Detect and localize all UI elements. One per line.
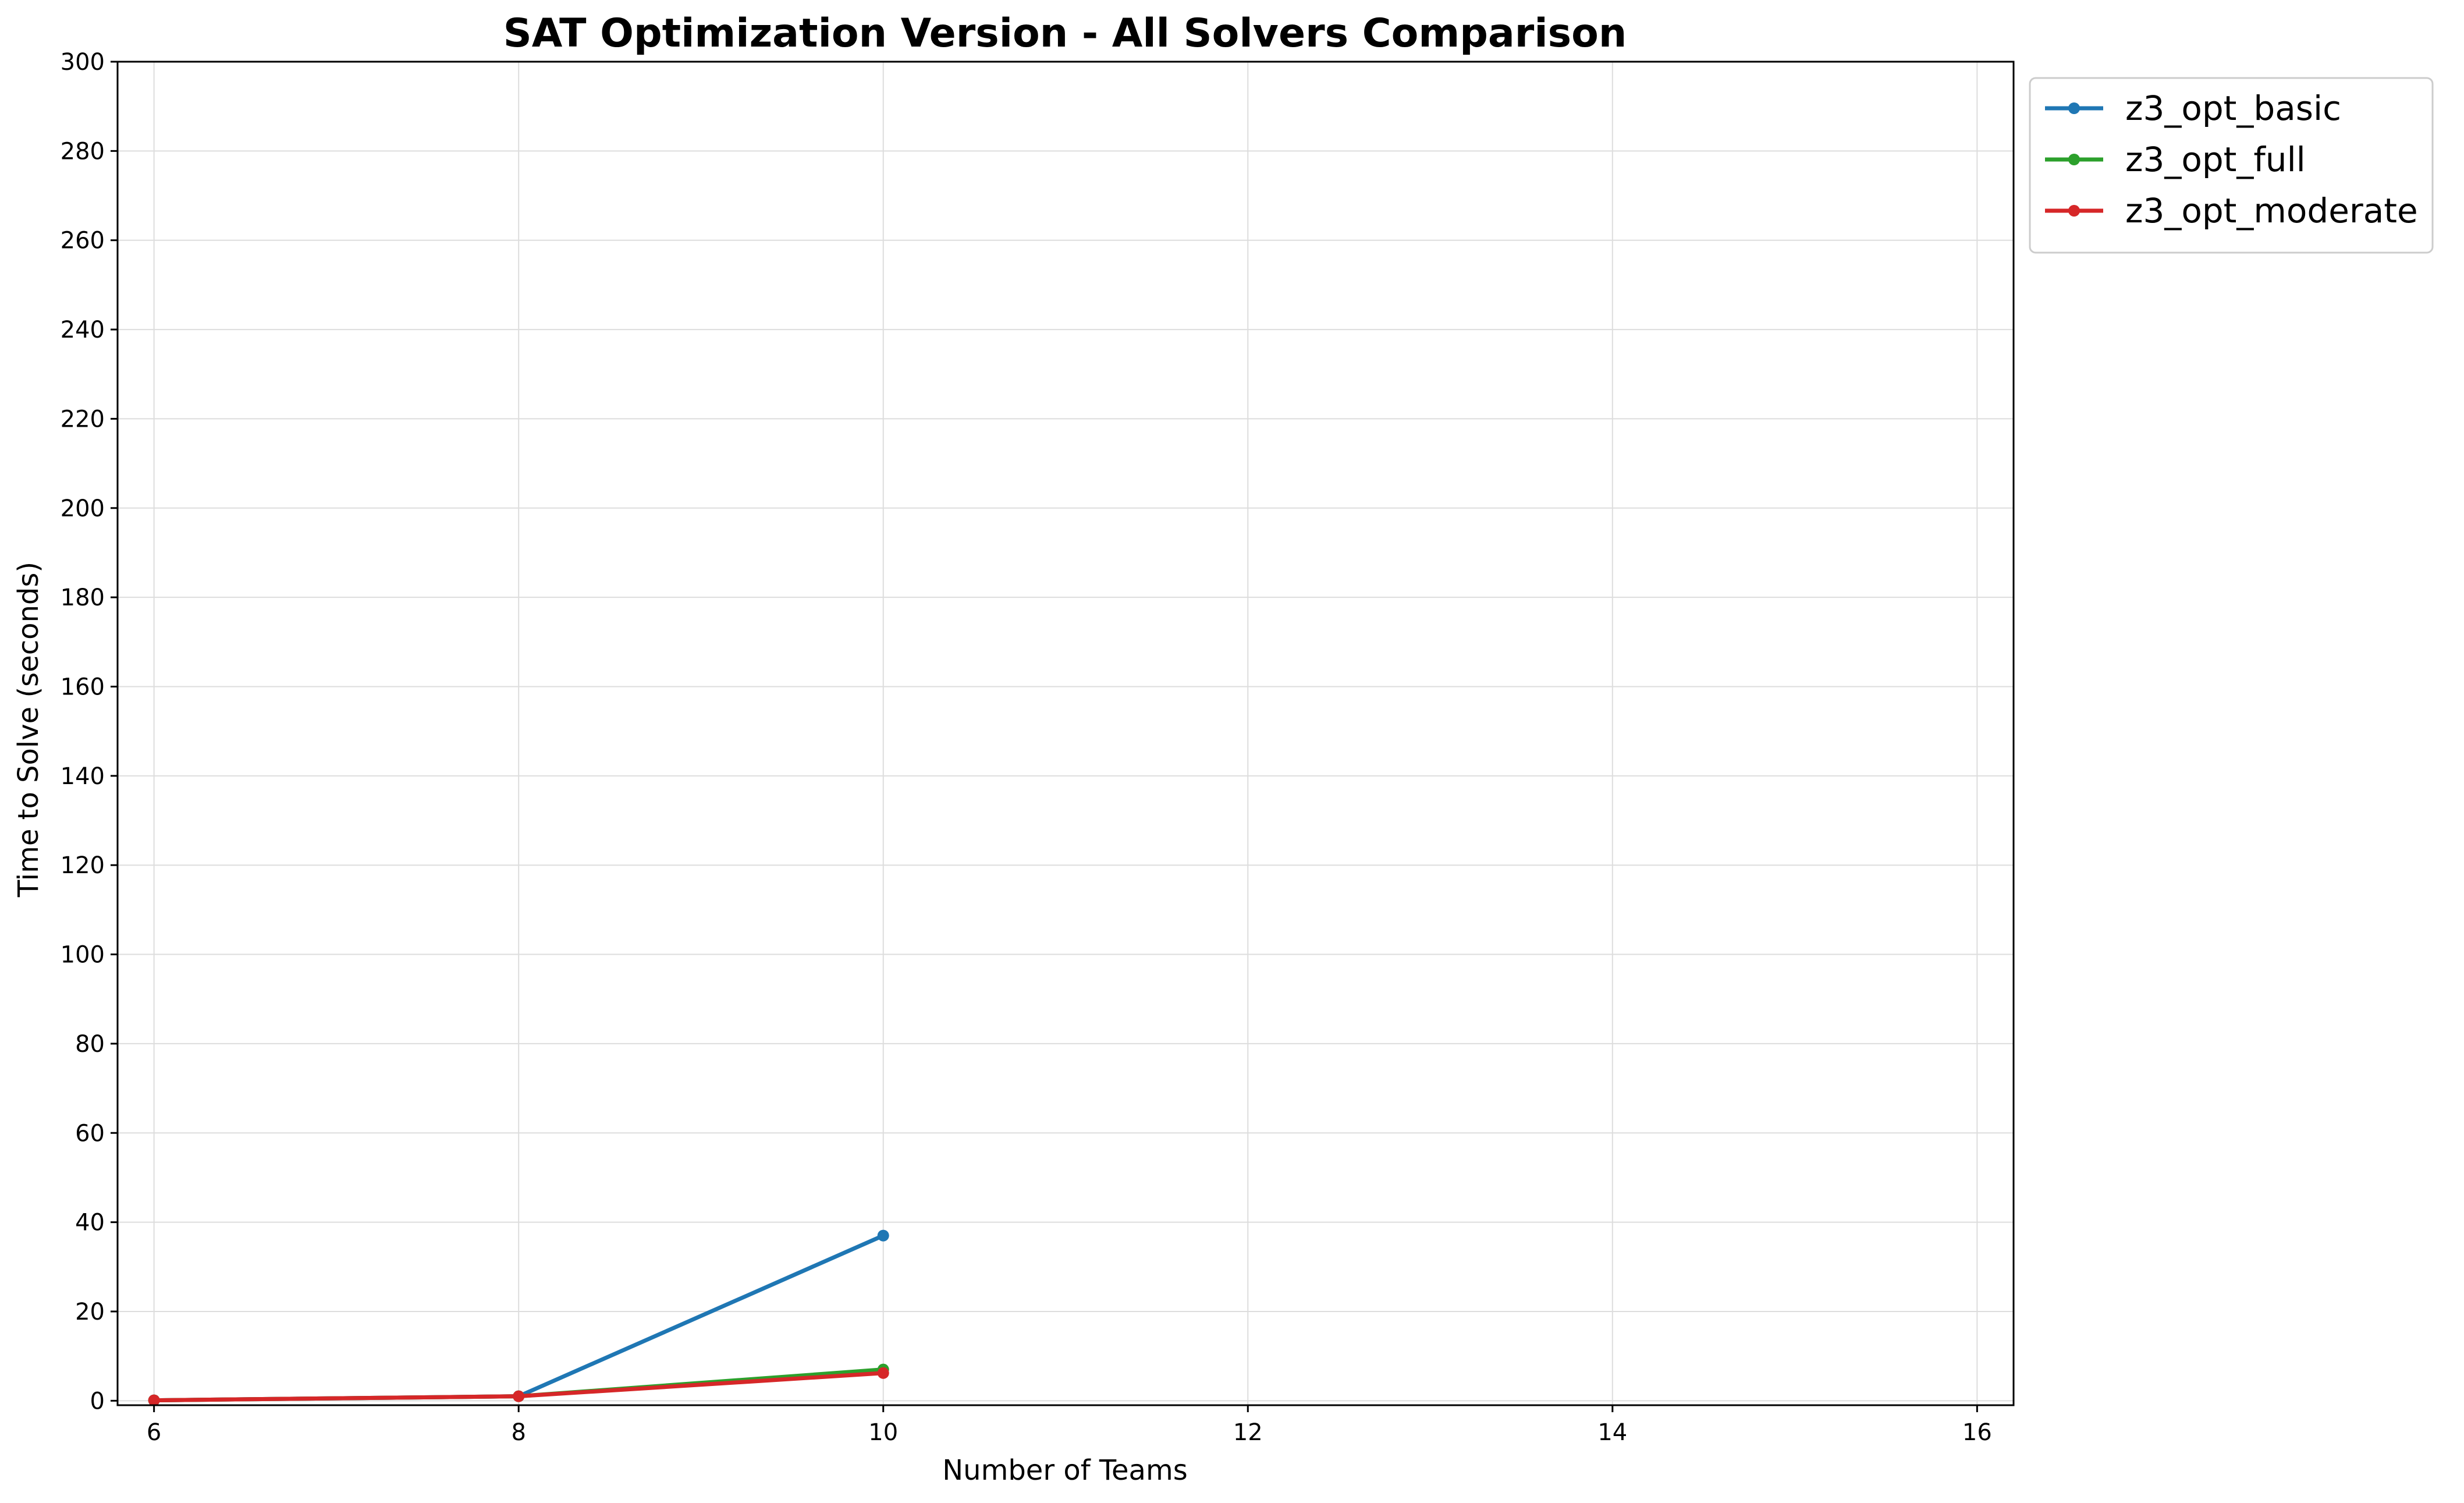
y-axis: 0 20 40 60 80 100 120 140 160 180 200 220 240 260 280 3… (61, 49, 118, 1415)
series-z3_opt_moderate (148, 1367, 889, 1406)
y-tick-label: 160 (61, 673, 105, 700)
y-tick-label: 180 (61, 584, 105, 611)
data-point (877, 1229, 889, 1242)
y-tick-label: 80 (75, 1031, 105, 1058)
legend-item: z3_opt_full (2045, 140, 2306, 179)
data-point (513, 1390, 525, 1402)
y-tick-label: 200 (61, 495, 105, 522)
y-tick-label: 300 (61, 49, 105, 76)
x-tick-label: 16 (1962, 1419, 1992, 1446)
legend-item: z3_opt_basic (2045, 88, 2341, 128)
x-axis-label: Number of Teams (942, 1454, 1187, 1487)
y-tick-label: 220 (61, 406, 105, 433)
series-layer (148, 1229, 889, 1406)
data-point (148, 1394, 160, 1406)
plot-frame (116, 61, 2015, 1406)
y-tick-label: 100 (61, 942, 105, 969)
y-tick-label: 260 (61, 228, 105, 254)
legend-label: z3_opt_full (2125, 140, 2306, 179)
legend-marker (2068, 154, 2080, 165)
chart-title: SAT Optimization Version - All Solvers C… (503, 10, 1627, 56)
x-tick-label: 10 (868, 1419, 898, 1446)
y-tick-label: 140 (61, 763, 105, 790)
y-tick-label: 280 (61, 138, 105, 165)
data-point (877, 1367, 889, 1379)
legend-box (2029, 77, 2434, 254)
y-axis-label: Time to Solve (seconds) (12, 562, 45, 898)
grid (118, 61, 2014, 1405)
legend-label: z3_opt_moderate (2125, 191, 2418, 231)
legend-marker (2068, 102, 2080, 114)
legend-label: z3_opt_basic (2125, 88, 2341, 128)
x-tick-label: 8 (511, 1419, 526, 1446)
x-tick-label: 14 (1597, 1419, 1627, 1446)
legend: z3_opt_basic z3_opt_full z3_opt_moderate (2029, 77, 2434, 254)
y-tick-label: 120 (61, 852, 105, 879)
x-tick-label: 6 (147, 1419, 161, 1446)
y-tick-label: 240 (61, 317, 105, 343)
legend-item: z3_opt_moderate (2045, 191, 2418, 231)
legend-marker (2068, 205, 2080, 217)
y-tick-label: 60 (75, 1120, 105, 1147)
x-axis: 6 8 10 12 14 16 (147, 1405, 1992, 1446)
y-tick-label: 40 (75, 1210, 105, 1236)
y-tick-label: 20 (75, 1299, 105, 1325)
y-tick-label: 0 (90, 1388, 105, 1415)
x-tick-label: 12 (1233, 1419, 1263, 1446)
